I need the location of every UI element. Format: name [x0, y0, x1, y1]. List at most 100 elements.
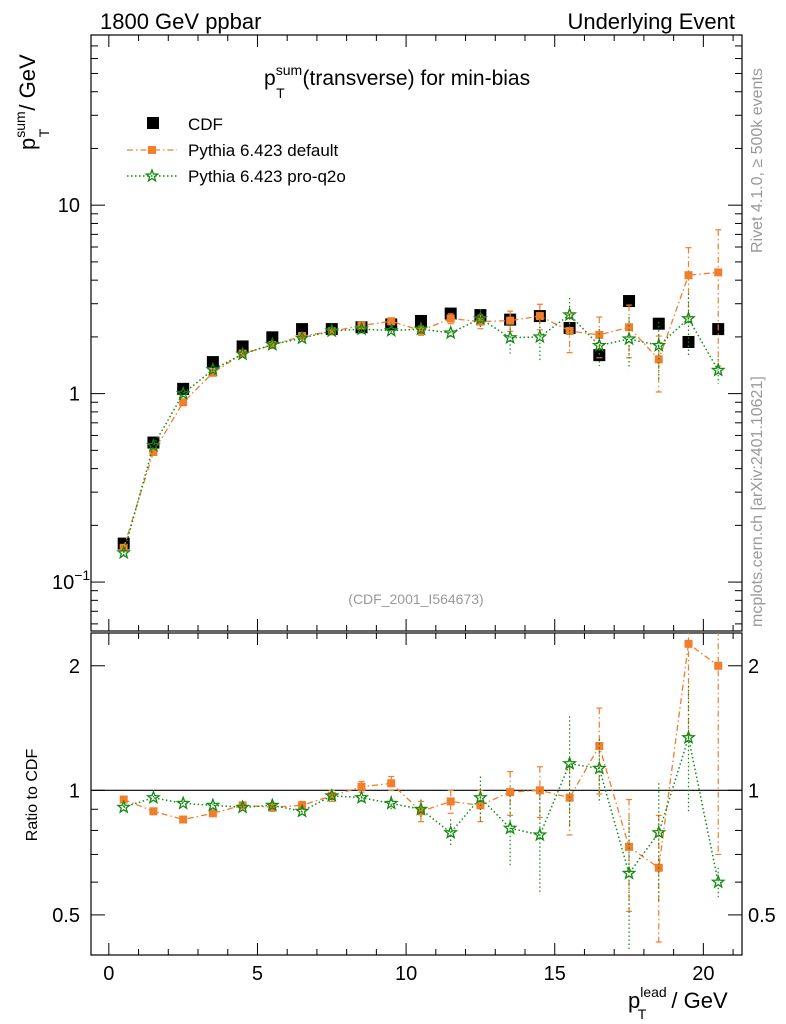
data-point-default: [357, 321, 366, 330]
ratio-point-proq2o: [651, 824, 667, 840]
ratio-point-default: [446, 797, 455, 806]
data-point-proq2o: [383, 322, 399, 337]
data-point-proq2o: [472, 310, 488, 325]
ratio-point-default: [179, 815, 188, 824]
x-tick-label: 15: [544, 963, 566, 985]
ratio-point-default: [387, 779, 396, 788]
main-plot-area: [116, 229, 726, 560]
ratio-point-default: [357, 782, 366, 791]
data-point-default: [268, 341, 277, 350]
y-axis-label-sup: sum: [12, 111, 28, 137]
data-point-proq2o: [591, 337, 607, 352]
y-axis-label-sub: T: [36, 128, 52, 137]
ratio-y-tick-label: 0.5: [52, 905, 80, 927]
ratio-point-default: [625, 842, 634, 851]
data-point-proq2o: [651, 337, 667, 352]
mcplots-label: mcplots.cern.ch [arXiv:2401.10621]: [749, 376, 766, 627]
data-point-proq2o: [145, 437, 161, 452]
ratio-point-proq2o: [562, 755, 578, 771]
data-point-proq2o: [116, 544, 132, 560]
data-point-cdf: [652, 317, 665, 330]
data-point-proq2o: [205, 361, 221, 377]
ratio-y-tick-label-right: 2: [748, 656, 759, 678]
legend-marker-proq2o: [144, 168, 160, 183]
data-point-default: [179, 398, 188, 407]
ratio-point-proq2o: [472, 789, 488, 805]
plot-title-rest: (transverse) for min-bias: [297, 67, 530, 90]
ratio-y-tick-label-right: 1: [748, 780, 759, 802]
legend: CDF Pythia 6.423 default Pythia 6.423 pr…: [127, 115, 346, 186]
data-point-proq2o: [562, 306, 578, 322]
data-point-proq2o: [324, 323, 340, 338]
data-point-default: [446, 314, 455, 323]
ratio-y-tick-label: 2: [69, 656, 80, 678]
data-point-proq2o: [532, 329, 548, 344]
data-point-proq2o: [175, 385, 191, 400]
y-tick-label: 1: [69, 384, 80, 406]
ratio-point-proq2o: [443, 824, 459, 840]
ratio-line-proq2o: [123, 734, 719, 883]
series-line-default: [123, 271, 719, 548]
data-point-default: [625, 323, 634, 332]
ratio-point-proq2o: [354, 789, 369, 805]
data-point-proq2o: [681, 310, 696, 325]
axis-ticks: [91, 34, 742, 956]
ratio-y-tick-label-right: 0.5: [748, 905, 776, 927]
data-point-proq2o: [443, 325, 459, 340]
ratio-plot-area: [116, 633, 726, 951]
y-axis-label-ratio: Ratio to CDF: [24, 749, 41, 842]
ratio-point-default: [208, 809, 217, 818]
y-axis-label-rest: / GeV: [15, 54, 40, 117]
x-tick-label: 0: [103, 963, 114, 985]
data-point-cdf: [623, 295, 636, 308]
legend-marker-default: [148, 146, 156, 154]
ratio-point-proq2o: [264, 797, 280, 812]
analysis-id-label: (CDF_2001_I564673): [348, 591, 483, 607]
x-tick-label: 20: [692, 963, 714, 985]
main-panel-frame: [90, 34, 743, 632]
plot-title-sup: sum: [276, 62, 302, 78]
data-point-default: [416, 326, 425, 335]
ratio-point-proq2o: [621, 865, 637, 880]
header-energy: 1800 GeV ppbar: [100, 9, 261, 34]
ratio-line-default: [123, 642, 719, 869]
tick-labels: 0 5 10 15 20 10−1 1 10 0.5 0.5 1 1 2 2: [52, 195, 776, 985]
data-point-default: [387, 317, 396, 326]
y-tick-label: 10−1: [52, 567, 90, 594]
header-process: Underlying Event: [567, 9, 735, 34]
x-axis-label-sup: lead: [640, 984, 666, 1000]
ratio-point-proq2o: [324, 787, 340, 803]
ratio-point-default: [506, 788, 515, 797]
data-point-default: [327, 327, 336, 336]
data-point-proq2o: [354, 321, 369, 336]
x-tick-label: 10: [395, 963, 417, 985]
y-axis-label-main: psum T / GeV: [12, 54, 52, 150]
data-point-default: [595, 330, 604, 339]
ratio-point-proq2o: [502, 820, 518, 835]
ratio-point-proq2o: [175, 795, 191, 810]
legend-label-proq2o: Pythia 6.423 pro-q2o: [188, 167, 346, 186]
ratio-point-proq2o: [294, 803, 310, 818]
plot-title: psum T (transverse) for min-bias: [264, 62, 530, 101]
legend-label-default: Pythia 6.423 default: [188, 141, 339, 160]
data-point-proq2o: [413, 321, 429, 336]
ratio-point-default: [684, 639, 693, 648]
data-point-proq2o: [710, 362, 726, 377]
data-point-default: [506, 316, 515, 325]
ratio-point-proq2o: [145, 789, 161, 805]
plot-title-sub: T: [276, 85, 285, 101]
y-tick-label: 10: [58, 195, 80, 217]
ratio-point-default: [595, 741, 604, 750]
ratio-point-proq2o: [413, 801, 429, 816]
data-point-default: [149, 448, 158, 457]
data-point-proq2o: [294, 330, 310, 345]
data-point-proq2o: [502, 329, 518, 345]
x-axis-label-rest: / GeV: [665, 988, 728, 1013]
ratio-point-proq2o: [681, 729, 696, 745]
data-point-default: [684, 271, 693, 280]
ratio-point-proq2o: [235, 799, 251, 814]
data-point-proq2o: [264, 336, 280, 351]
plot-title-p: p: [264, 67, 276, 90]
rivet-version-label: Rivet 4.1.0, ≥ 500k events: [749, 68, 766, 253]
